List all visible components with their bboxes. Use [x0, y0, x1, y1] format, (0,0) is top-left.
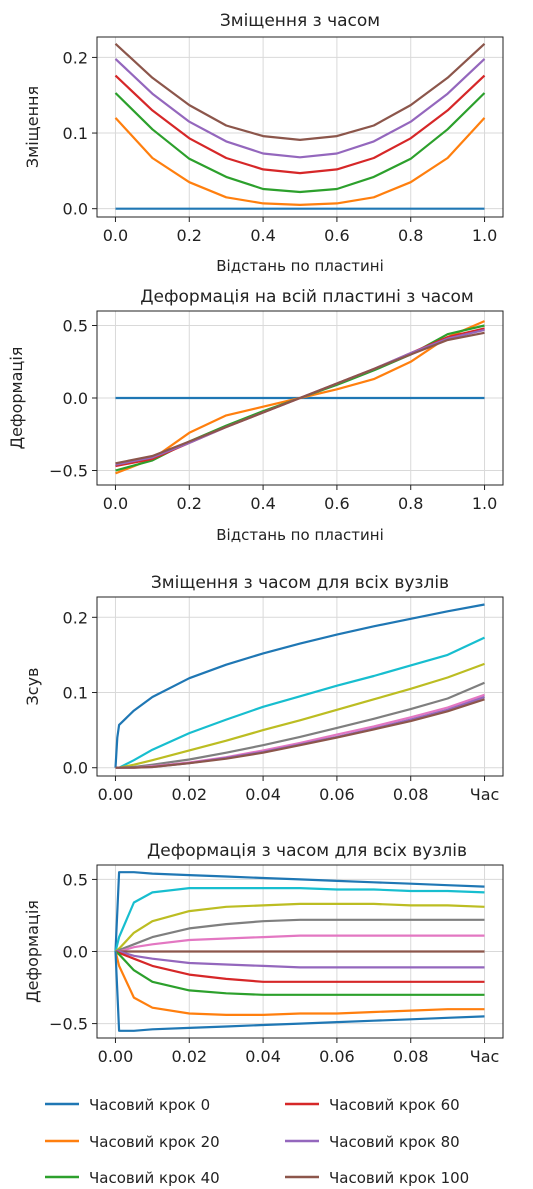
plot-frame — [96, 596, 504, 777]
legend-item: Часовий крок 20 — [45, 1133, 220, 1151]
x-tick-label: 0.6 — [324, 494, 349, 513]
series-line — [114, 886, 485, 952]
plot-frame — [96, 36, 504, 218]
y-tick-label: 0.5 — [63, 870, 88, 889]
legend-item: Часовий крок 40 — [45, 1169, 220, 1187]
x-tick-label: 0.06 — [319, 785, 355, 804]
series-line — [114, 58, 486, 159]
x-tick-label: 0.02 — [171, 785, 207, 804]
chart-title: Деформація з часом для всіх вузлів — [147, 841, 467, 861]
x-tick-label: Час — [470, 785, 500, 804]
series-line — [115, 918, 485, 953]
x-tick-label: 0.0 — [103, 226, 128, 245]
x-tick-label: 0.06 — [319, 1047, 355, 1066]
chart-2: 0.0 0.2 0.4 0.6 0.8 1.0 −0.5 0.0 0.5 Деформація н… — [7, 287, 504, 544]
legend: Часовий крок 0 Часовий крок 20 Часовий кро… — [45, 1096, 469, 1187]
legend-label: Часовий крок 80 — [329, 1133, 460, 1151]
series-line — [114, 950, 485, 996]
x-tick-label: 0.2 — [177, 494, 202, 513]
x-tick-label: 0.00 — [98, 785, 134, 804]
x-axis-label: Відстань по пластині — [216, 526, 383, 544]
y-axis-label: Зсув — [23, 668, 42, 706]
x-tick-label: 0.02 — [171, 1047, 207, 1066]
legend-label: Часовий крок 20 — [89, 1133, 220, 1151]
series-line — [114, 42, 486, 141]
series-line — [115, 693, 485, 769]
series-line — [115, 950, 485, 969]
y-axis-label: Деформація — [7, 347, 26, 450]
chart-title: Зміщення з часом для всіх вузлів — [151, 573, 449, 593]
y-tick-label: −0.5 — [49, 1015, 88, 1034]
x-tick-label: 0.8 — [398, 494, 423, 513]
x-tick-label: 0.8 — [398, 226, 423, 245]
x-tick-label: 1.0 — [472, 226, 497, 245]
legend-item: Часовий крок 80 — [285, 1133, 460, 1151]
chart-title: Зміщення з часом — [220, 11, 380, 31]
y-tick-label: 0.0 — [63, 759, 88, 778]
x-tick-label: 0.00 — [98, 1047, 134, 1066]
series-line — [114, 117, 486, 206]
legend-label: Часовий крок 100 — [329, 1169, 469, 1187]
series-line — [115, 934, 485, 953]
series-line — [115, 331, 485, 465]
x-tick-label: Час — [470, 1047, 500, 1066]
x-tick-label: 0.4 — [250, 494, 275, 513]
y-tick-label: 0.2 — [63, 608, 88, 627]
legend-label: Часовий крок 0 — [89, 1096, 210, 1114]
chart-title: Деформація на всій пластині з часом — [140, 287, 474, 307]
x-tick-label: 0.4 — [250, 226, 275, 245]
y-tick-label: −0.5 — [49, 462, 88, 481]
x-tick-label: 0.04 — [245, 785, 281, 804]
legend-item: Часовий крок 100 — [285, 1169, 469, 1187]
chart-4: 0.00 0.02 0.04 0.06 0.08 Час −0.5 0.0 0.5 Деформа… — [23, 841, 504, 1066]
y-tick-label: 0.1 — [63, 124, 88, 143]
chart-3: 0.00 0.02 0.04 0.06 0.08 Час 0.0 0.1 0.2 Зміщення… — [23, 573, 504, 804]
chart-1: 0.0 0.2 0.4 0.6 0.8 1.0 0.0 0.1 0.2 Зміщення з ча… — [23, 11, 504, 275]
y-tick-label: 0.0 — [63, 943, 88, 962]
series-line — [114, 871, 485, 952]
x-tick-label: 1.0 — [472, 494, 497, 513]
series-line — [114, 951, 485, 1032]
x-tick-label: 0.08 — [393, 1047, 429, 1066]
x-tick-label: 0.0 — [103, 494, 128, 513]
series-line — [114, 74, 486, 175]
series-line — [114, 951, 485, 1017]
y-tick-label: 0.2 — [63, 48, 88, 67]
legend-label: Часовий крок 40 — [89, 1169, 220, 1187]
x-tick-label: 0.6 — [324, 226, 349, 245]
y-tick-label: 0.0 — [63, 389, 88, 408]
x-tick-label: 0.04 — [245, 1047, 281, 1066]
series-line — [115, 950, 485, 983]
legend-item: Часовий крок 0 — [45, 1096, 210, 1114]
series-line — [114, 603, 485, 768]
x-tick-label: 0.08 — [393, 785, 429, 804]
x-axis-label: Відстань по пластині — [216, 257, 383, 275]
series-line — [114, 902, 485, 953]
y-tick-label: 0.5 — [63, 317, 88, 336]
y-tick-label: 0.0 — [63, 200, 88, 219]
x-tick-label: 0.2 — [177, 226, 202, 245]
y-tick-label: 0.1 — [63, 684, 88, 703]
y-axis-label: Зміщення — [23, 86, 42, 168]
legend-item: Часовий крок 60 — [285, 1096, 460, 1114]
series-line — [115, 695, 485, 769]
legend-label: Часовий крок 60 — [329, 1096, 460, 1114]
series-line — [115, 698, 485, 769]
series-line — [115, 636, 485, 769]
y-axis-label: Деформація — [23, 900, 42, 1003]
series-line — [114, 92, 486, 194]
